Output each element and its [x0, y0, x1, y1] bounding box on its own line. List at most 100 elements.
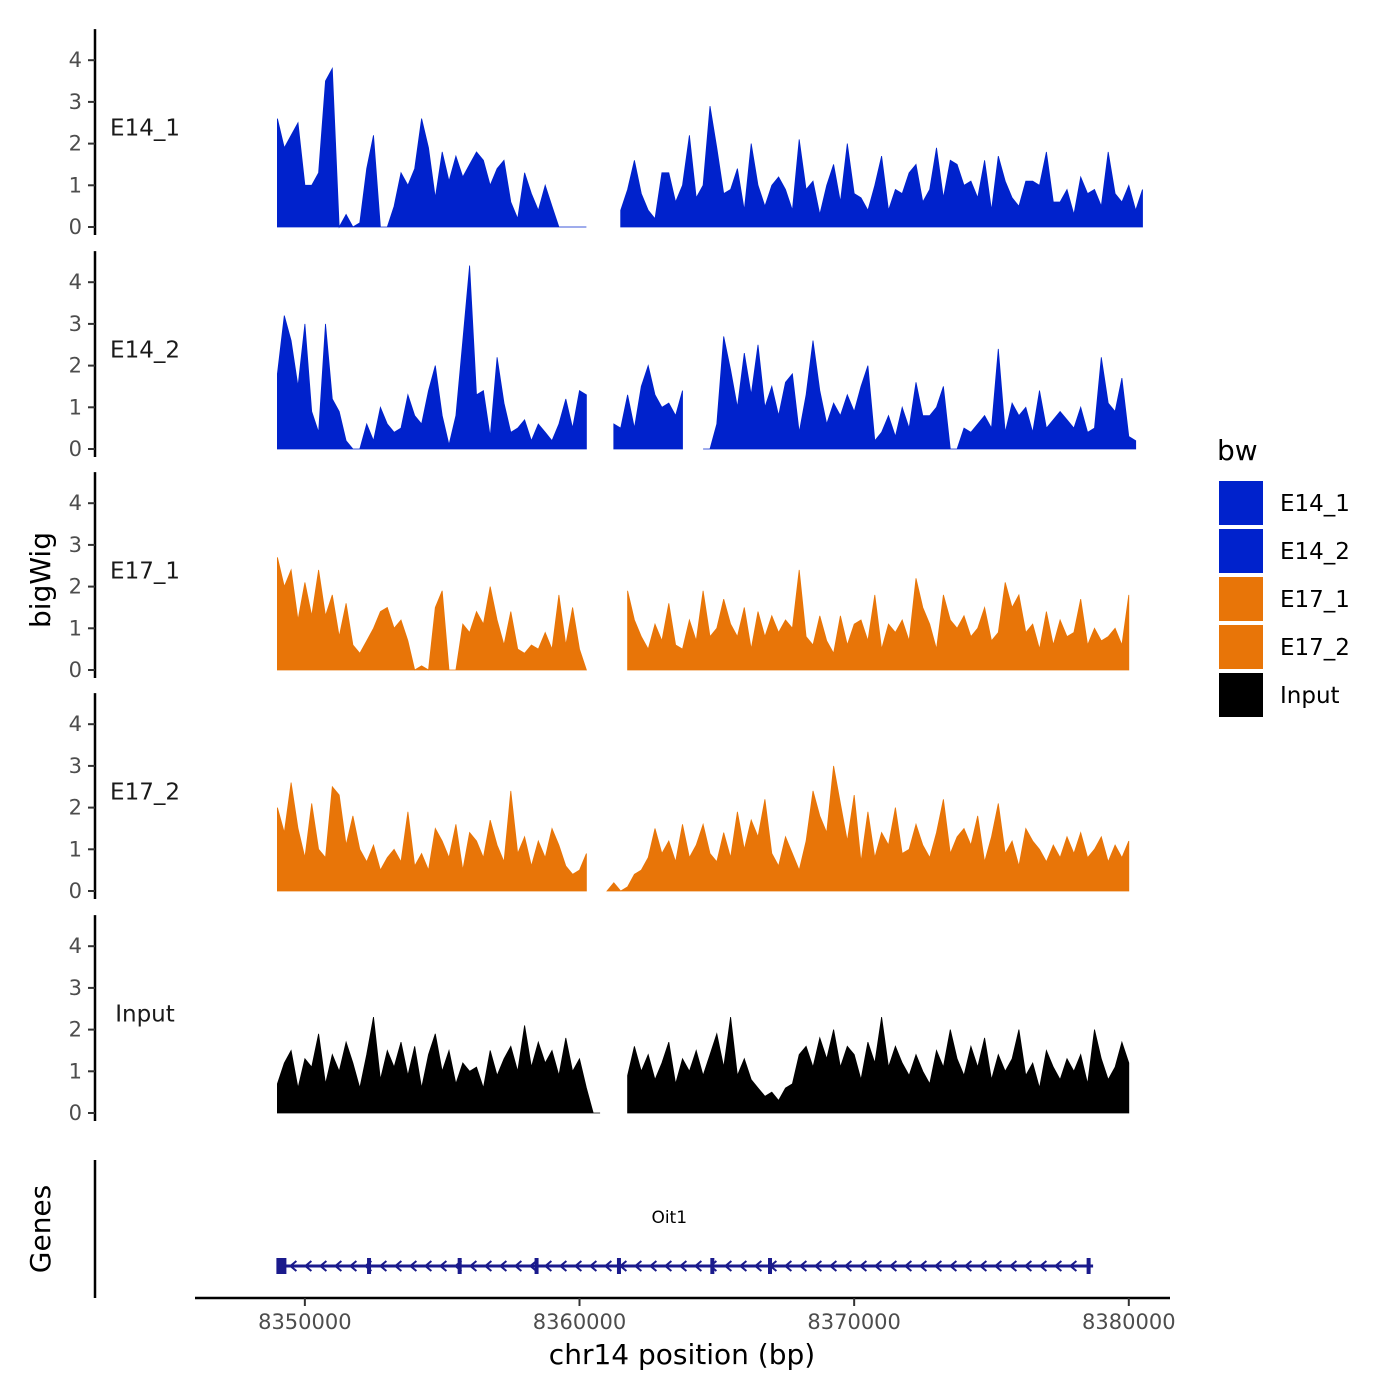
legend-title: bw — [1217, 434, 1258, 467]
bigwig-tracks: 0 1 2 3 4 E14_1 0 1 2 3 4 E14_2 0 1 2 3 4 E17_1 0 1 2 3 4 E17_2… — [69, 29, 1143, 1125]
strand-arrow — [588, 1260, 598, 1272]
exon — [534, 1258, 539, 1274]
y-tick-label: 2 — [69, 132, 82, 156]
strand-arrow — [813, 1260, 823, 1272]
strand-arrow — [963, 1260, 973, 1272]
strand-arrow — [798, 1260, 808, 1272]
strand-arrow — [648, 1260, 658, 1272]
y-tick-label: 3 — [69, 976, 82, 1000]
track-label: Input — [115, 1001, 175, 1027]
strand-arrow — [1053, 1260, 1063, 1272]
gene-name-label: Oit1 — [651, 1208, 687, 1228]
y-tick-label: 3 — [69, 90, 82, 114]
y-tick-label: 4 — [69, 48, 82, 72]
strand-arrow — [678, 1260, 688, 1272]
y-tick-label: 1 — [69, 395, 82, 419]
x-tick-label: 8350000 — [258, 1310, 352, 1334]
genes-axis-title: Genes — [24, 1185, 57, 1273]
legend-label: E14_1 — [1280, 491, 1350, 517]
strand-arrow — [738, 1260, 748, 1272]
strand-arrow — [513, 1260, 523, 1272]
strand-arrow — [573, 1260, 583, 1272]
legend-entry: E17_2 — [1219, 625, 1350, 669]
strand-arrow — [783, 1260, 793, 1272]
strand-arrow — [483, 1260, 493, 1272]
strand-arrow — [423, 1260, 433, 1272]
legend-entry: Input — [1219, 673, 1340, 717]
strand-arrow — [828, 1260, 838, 1272]
y-tick-label: 3 — [69, 533, 82, 557]
legend-swatch — [1219, 577, 1263, 621]
exon — [457, 1258, 462, 1274]
y-tick-label: 0 — [69, 879, 82, 903]
y-tick-label: 1 — [69, 1059, 82, 1083]
coverage-area-segment — [277, 1017, 601, 1114]
y-tick-label: 0 — [69, 1101, 82, 1125]
x-tick-label: 8380000 — [1082, 1310, 1176, 1334]
y-tick-label: 3 — [69, 754, 82, 778]
strand-arrow — [603, 1260, 613, 1272]
track-label: E14_1 — [110, 115, 180, 141]
strand-arrow — [558, 1260, 568, 1272]
legend-entry: E17_1 — [1219, 577, 1350, 621]
legend-entry: E14_2 — [1219, 529, 1350, 573]
strand-arrow — [873, 1260, 883, 1272]
y-tick-label: 1 — [69, 837, 82, 861]
legend-label: E17_2 — [1280, 635, 1350, 661]
y-tick-label: 0 — [69, 658, 82, 682]
track-e14-2: 0 1 2 3 4 E14_2 — [69, 251, 1137, 461]
strand-arrow — [903, 1260, 913, 1272]
coverage-area-segment — [277, 265, 587, 450]
strand-arrow — [978, 1260, 988, 1272]
track-e17-1: 0 1 2 3 4 E17_1 — [69, 472, 1130, 682]
y-tick-label: 4 — [69, 712, 82, 736]
strand-arrow — [408, 1260, 418, 1272]
y-tick-label: 2 — [69, 575, 82, 599]
coverage-area-segment — [703, 336, 1137, 450]
exon — [367, 1258, 372, 1274]
exon — [1086, 1258, 1091, 1274]
legend: bw E14_1 E14_2 E17_1 E17_2 Input — [1217, 434, 1350, 717]
legend-swatch — [1219, 625, 1263, 669]
track-e14-1: 0 1 2 3 4 E14_1 — [69, 29, 1143, 239]
x-axis: 8350000 8360000 8370000 8380000 — [195, 1296, 1176, 1334]
strand-arrow — [393, 1260, 403, 1272]
strand-arrow — [843, 1260, 853, 1272]
strand-arrow — [993, 1260, 1003, 1272]
strand-arrow — [543, 1260, 553, 1272]
genes-panel: Oit1 — [93, 1160, 1094, 1298]
track-e17-2: 0 1 2 3 4 E17_2 — [69, 693, 1130, 903]
strand-arrow — [918, 1260, 928, 1272]
coverage-area-segment — [627, 1017, 1130, 1114]
strand-arrow — [438, 1260, 448, 1272]
y-tick-label: 1 — [69, 173, 82, 197]
strand-arrow — [348, 1260, 358, 1272]
coverage-area-segment — [627, 569, 1130, 671]
strand-arrow — [378, 1260, 388, 1272]
strand-arrow — [753, 1260, 763, 1272]
strand-arrow — [1038, 1260, 1048, 1272]
legend-label: E17_1 — [1280, 587, 1350, 613]
strand-arrow — [303, 1260, 313, 1272]
legend-swatch — [1219, 481, 1263, 525]
coverage-area-segment — [606, 765, 1130, 892]
y-tick-label: 2 — [69, 796, 82, 820]
track-label: E17_2 — [110, 779, 180, 805]
strand-arrow — [948, 1260, 958, 1272]
strand-arrow — [1023, 1260, 1033, 1272]
x-tick-label: 8370000 — [807, 1310, 901, 1334]
strand-arrow — [723, 1260, 733, 1272]
coverage-area-segment — [277, 557, 587, 671]
strand-arrow — [933, 1260, 943, 1272]
y-tick-label: 4 — [69, 491, 82, 515]
strand-arrow — [288, 1260, 298, 1272]
legend-label: Input — [1280, 683, 1340, 709]
exon — [768, 1258, 773, 1274]
exon — [616, 1258, 621, 1274]
coverage-area-segment — [277, 67, 587, 229]
strand-arrow — [1068, 1260, 1078, 1272]
legend-entry: E14_1 — [1219, 481, 1350, 525]
y-tick-label: 4 — [69, 270, 82, 294]
legend-label: E14_2 — [1280, 539, 1350, 565]
